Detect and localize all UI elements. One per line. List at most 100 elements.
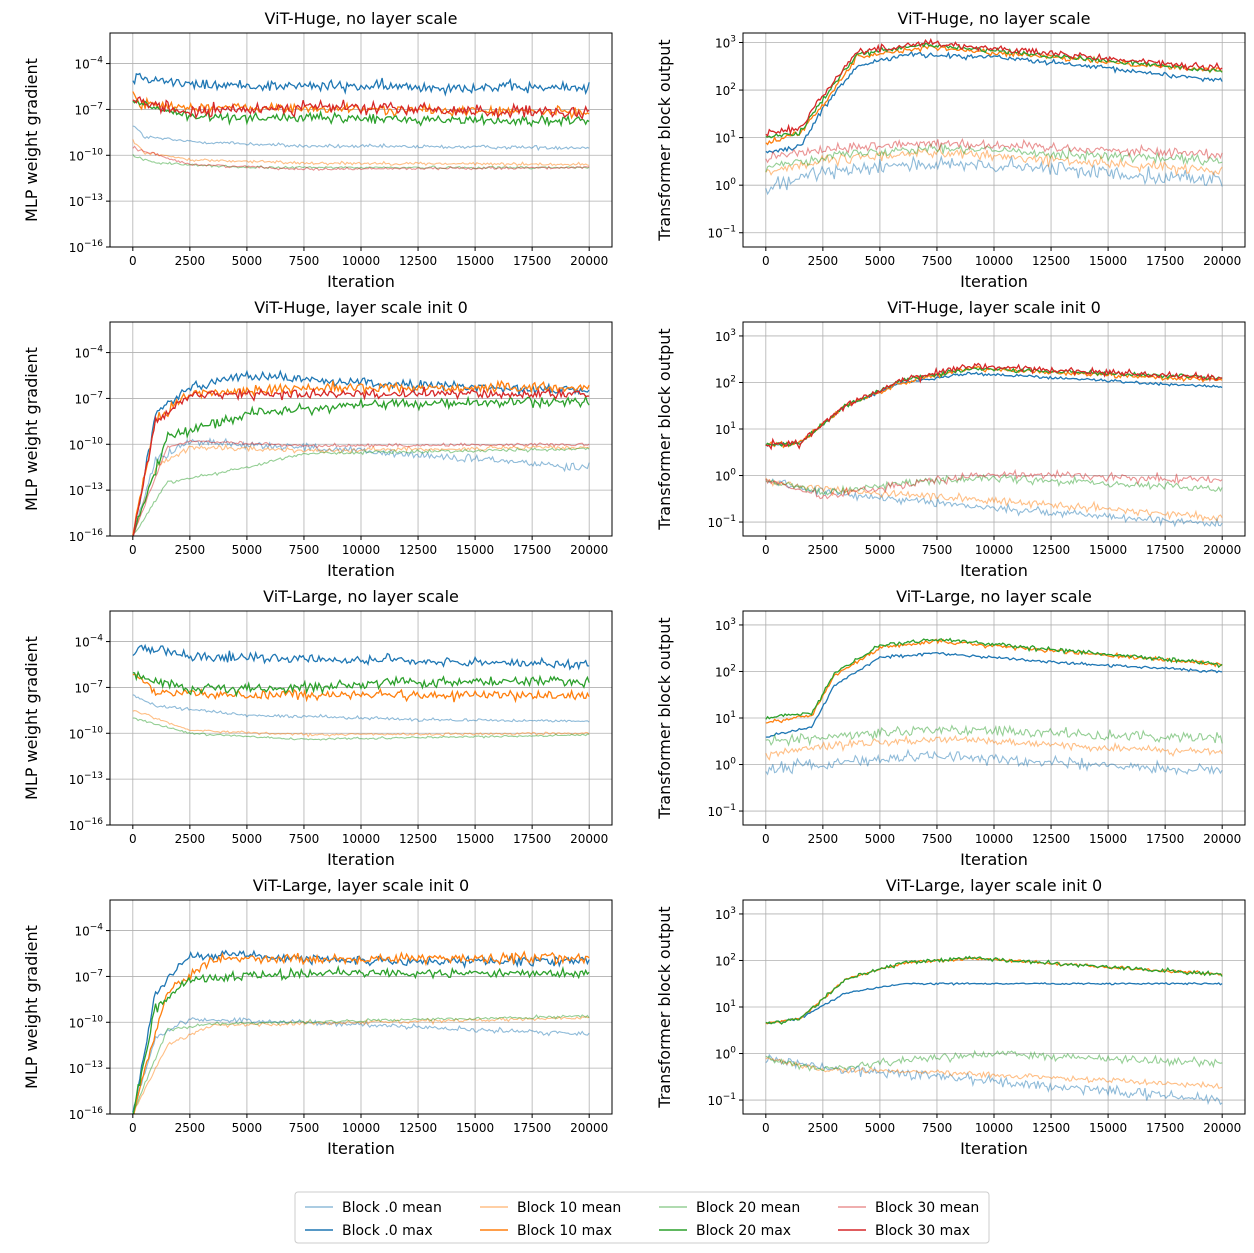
y-axis-label: Transformer block output	[655, 617, 674, 819]
chart-title: ViT-Huge, layer scale init 0	[254, 298, 468, 317]
series-line	[132, 643, 590, 671]
x-tick-label: 12500	[399, 832, 437, 846]
x-tick-label: 12500	[1032, 254, 1070, 268]
series-line	[765, 473, 1223, 496]
series-group	[765, 37, 1223, 196]
series-line	[132, 139, 590, 168]
series-line	[765, 362, 1223, 451]
y-tick-label: 10−16	[69, 239, 104, 255]
y-tick-label: 103	[715, 906, 736, 922]
x-tick-label: 17500	[513, 832, 551, 846]
series-line	[132, 145, 590, 172]
chart-panel-5: 0 2500 5000 7500 10000 12500 15000 17500 20000 10…	[22, 587, 613, 869]
x-axis-label: Iteration	[960, 1139, 1028, 1158]
series-line	[765, 1053, 1223, 1106]
x-tick-label: 5000	[865, 254, 896, 268]
chart-title: ViT-Huge, layer scale init 0	[887, 298, 1101, 317]
x-tick-label: 20000	[1203, 254, 1241, 268]
x-tick-label: 2500	[808, 543, 839, 557]
x-tick-label: 17500	[1146, 1121, 1184, 1135]
x-tick-label: 10000	[342, 832, 380, 846]
x-tick-label: 7500	[289, 254, 320, 268]
series-line	[765, 1057, 1223, 1089]
y-tick-label: 101	[715, 130, 736, 146]
series-line	[132, 1015, 590, 1114]
x-tick-label: 20000	[570, 832, 608, 846]
x-tick-label: 2500	[808, 832, 839, 846]
x-tick-label: 5000	[232, 543, 263, 557]
x-tick-label: 7500	[922, 254, 953, 268]
series-line	[132, 369, 590, 536]
x-tick-label: 17500	[1146, 254, 1184, 268]
x-tick-label: 0	[129, 543, 137, 557]
chart-panel-4: 0 2500 5000 7500 10000 12500 15000 17500 20000 10…	[655, 298, 1246, 580]
legend-box	[294, 1191, 990, 1244]
series-line	[132, 965, 590, 1114]
series-line	[132, 443, 590, 536]
y-tick-label: 10−10	[69, 725, 104, 741]
x-tick-label: 20000	[1203, 1121, 1241, 1135]
x-tick-label: 10000	[342, 543, 380, 557]
y-tick-label: 10−4	[74, 56, 103, 72]
legend-label: Block 20 mean	[696, 1200, 800, 1216]
series-line	[132, 670, 590, 698]
series-line	[132, 1014, 590, 1114]
legend-label: Block .0 mean	[342, 1200, 442, 1216]
x-axis-label: Iteration	[960, 272, 1028, 291]
y-axis-label: MLP weight gradient	[22, 636, 41, 800]
series-line	[132, 717, 590, 741]
series-line	[765, 955, 1223, 1025]
x-tick-label: 2500	[808, 1121, 839, 1135]
legend-label: Block 10 mean	[517, 1200, 621, 1216]
series-line	[132, 439, 590, 536]
y-tick-label: 101	[715, 421, 736, 437]
x-tick-label: 15000	[456, 1121, 494, 1135]
y-tick-label: 10−1	[707, 1092, 736, 1108]
y-tick-label: 103	[715, 617, 736, 633]
x-tick-label: 12500	[1032, 832, 1070, 846]
x-tick-label: 17500	[513, 543, 551, 557]
y-tick-label: 100	[715, 757, 736, 773]
series-line	[765, 651, 1223, 738]
x-tick-label: 2500	[175, 543, 206, 557]
x-tick-label: 12500	[399, 254, 437, 268]
series-group	[765, 362, 1223, 528]
series-line	[133, 950, 590, 1114]
chart-panel-7: 0 2500 5000 7500 10000 12500 15000 17500 20000 10…	[22, 876, 613, 1158]
legend-label: Block 30 max	[875, 1223, 970, 1239]
series-line	[765, 50, 1223, 154]
y-axis-label: Transformer block output	[655, 906, 674, 1108]
x-tick-label: 12500	[399, 1121, 437, 1135]
chart-title: ViT-Large, layer scale init 0	[886, 876, 1102, 895]
x-tick-label: 7500	[922, 1121, 953, 1135]
y-tick-label: 10−16	[69, 528, 104, 544]
y-tick-label: 10−13	[69, 771, 103, 787]
y-tick-label: 10−16	[69, 1106, 104, 1122]
x-tick-label: 10000	[342, 254, 380, 268]
x-tick-label: 20000	[570, 543, 608, 557]
series-line	[132, 125, 590, 152]
x-tick-label: 15000	[456, 543, 494, 557]
series-line	[765, 468, 1223, 500]
y-tick-label: 103	[715, 35, 736, 51]
x-axis-label: Iteration	[327, 850, 395, 869]
series-line	[765, 1049, 1223, 1072]
y-tick-label: 10−10	[69, 1014, 104, 1030]
x-tick-label: 17500	[513, 1121, 551, 1135]
y-tick-label: 100	[715, 1046, 736, 1062]
y-axis-label: Transformer block output	[655, 39, 674, 241]
chart-panel-3: 0 2500 5000 7500 10000 12500 15000 17500 20000 10…	[22, 298, 613, 580]
y-tick-label: 10−4	[74, 634, 103, 650]
series-group	[132, 72, 590, 172]
x-tick-label: 2500	[175, 254, 206, 268]
series-line	[132, 386, 590, 536]
y-tick-label: 10−1	[707, 514, 736, 530]
x-tick-label: 0	[129, 1121, 137, 1135]
x-tick-label: 7500	[922, 543, 953, 557]
series-line	[132, 710, 590, 738]
series-line	[765, 154, 1223, 196]
y-tick-label: 100	[715, 177, 736, 193]
y-axis-label: MLP weight gradient	[22, 925, 41, 1089]
y-axis-label: MLP weight gradient	[22, 58, 41, 222]
series-line	[132, 394, 590, 536]
